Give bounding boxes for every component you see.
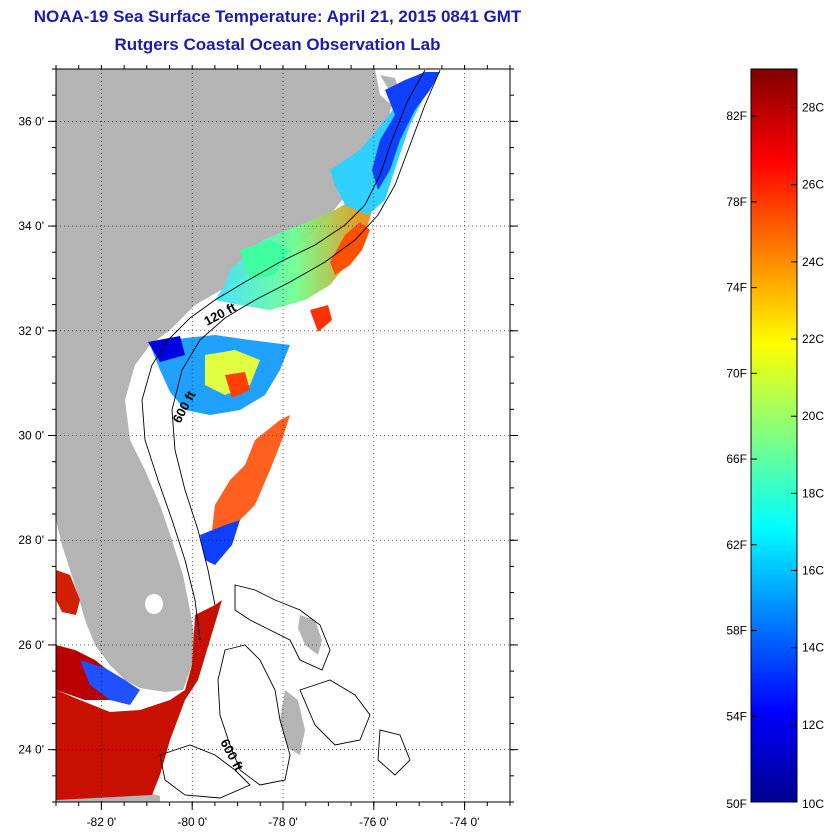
contour-120ft [141, 69, 426, 641]
colorbar-f-label: 54F [726, 709, 747, 723]
sst-coastal-cold [148, 336, 185, 362]
colorbar-c-label: 16C [802, 564, 824, 578]
colorbar-f-label: 62F [726, 538, 747, 552]
map-plot-area [56, 69, 510, 802]
colorbar-f-label: 74F [726, 281, 747, 295]
colorbar-ticks: 10C 12C 14C 16C 18C 20C 22C 24C 26C 28C 50F 54F 58F 6… [726, 101, 824, 811]
colorbar-f-label: 82F [726, 109, 747, 123]
colorbar-c-label: 10C [802, 797, 824, 811]
colorbar-c-label: 22C [802, 332, 824, 346]
colorbar-c-label: 28C [802, 101, 824, 115]
sst-florida-straits [56, 600, 222, 800]
sst-florida-coast-blue [200, 520, 240, 565]
lat-tick-label: 32 0' [18, 324, 44, 338]
land-bahamas-andros [280, 690, 305, 755]
contour-bahamas-east [299, 679, 371, 746]
lon-tick-label: -78 0' [268, 815, 298, 829]
colorbar-f-label: 58F [726, 624, 747, 638]
sst-offshore-green [240, 240, 290, 280]
lat-tick-label: 34 0' [18, 219, 44, 233]
colorbar-c-label: 14C [802, 641, 824, 655]
sst-shelf-band [215, 195, 375, 310]
contour-bahamas-outer [234, 584, 331, 671]
colorbar-scale [750, 68, 798, 803]
lake-okeechobee [145, 594, 163, 614]
colorbar-c-label: 26C [802, 178, 824, 192]
lat-tick-label: 24 0' [18, 743, 44, 757]
map-axis-ticks: -82 0' -80 0' -78 0' -76 0' -74 0' 24 0' 26 0'… [18, 65, 518, 829]
sst-florida-coast [212, 415, 290, 530]
colorbar-f-label: 66F [726, 452, 747, 466]
colorbar-f-label: 50F [726, 797, 747, 811]
lat-tick-label: 30 0' [18, 429, 44, 443]
sst-midshelf-red [225, 372, 250, 398]
sst-warm-patch [310, 305, 332, 332]
colorbar-c-label: 12C [802, 718, 824, 732]
colorbar-c-label: 18C [802, 486, 824, 500]
lon-tick-label: -76 0' [359, 815, 389, 829]
sst-gulf-edge [56, 570, 80, 615]
colorbar-f-label: 70F [726, 366, 747, 380]
map-title: NOAA-19 Sea Surface Temperature: April 2… [33, 7, 522, 26]
map-subtitle: Rutgers Coastal Ocean Observation Lab [114, 35, 441, 54]
lon-tick-label: -74 0' [450, 815, 480, 829]
contour-bahamas-south [159, 744, 251, 799]
lat-tick-label: 36 0' [18, 114, 44, 128]
lon-tick-label: -80 0' [177, 815, 207, 829]
bathymetry-contours [141, 69, 441, 799]
sst-keys-cold [80, 660, 140, 705]
colorbar-c-label: 24C [802, 255, 824, 269]
lat-tick-label: 28 0' [18, 533, 44, 547]
colorbar-c-label: 20C [802, 409, 824, 423]
lat-tick-label: 26 0' [18, 638, 44, 652]
sst-north-cold [372, 72, 440, 190]
sst-gulfstream-edge [330, 222, 370, 275]
lon-tick-label: -82 0' [87, 815, 117, 829]
contour-bahamas-inner [217, 644, 291, 786]
contour-bahamas-cays [377, 729, 411, 776]
contour-600ft [171, 69, 441, 606]
colorbar-f-label: 78F [726, 195, 747, 209]
